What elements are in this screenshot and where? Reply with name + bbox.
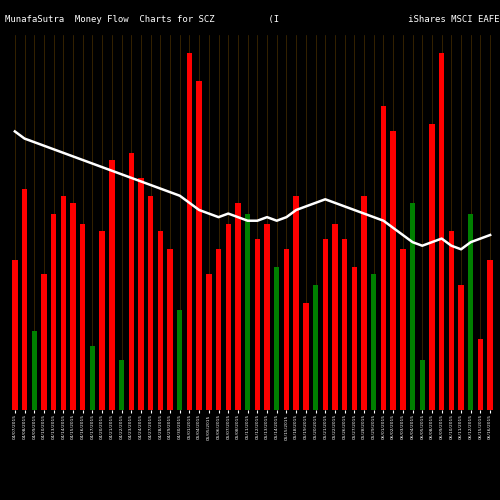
Bar <box>148 196 154 410</box>
Bar <box>70 203 76 410</box>
Bar <box>254 238 260 410</box>
Bar <box>138 178 143 410</box>
Bar <box>236 203 240 410</box>
Bar <box>100 232 105 410</box>
Bar <box>12 260 18 410</box>
Bar <box>439 53 444 410</box>
Bar <box>60 196 66 410</box>
Bar <box>226 224 231 410</box>
Bar <box>488 260 493 410</box>
Bar <box>303 303 308 410</box>
Bar <box>80 224 86 410</box>
Bar <box>371 274 376 410</box>
Bar <box>322 238 328 410</box>
Bar <box>109 160 114 410</box>
Bar <box>245 214 250 410</box>
Bar <box>400 250 406 410</box>
Bar <box>294 196 299 410</box>
Bar <box>448 232 454 410</box>
Bar <box>216 250 221 410</box>
Bar <box>420 360 425 410</box>
Bar <box>478 338 483 410</box>
Bar <box>390 132 396 410</box>
Bar <box>168 250 172 410</box>
Bar <box>196 82 202 410</box>
Bar <box>177 310 182 410</box>
Bar <box>468 214 473 410</box>
Bar <box>381 106 386 410</box>
Bar <box>264 224 270 410</box>
Bar <box>32 332 37 410</box>
Bar <box>458 285 464 410</box>
Bar <box>119 360 124 410</box>
Bar <box>51 214 57 410</box>
Bar <box>42 274 46 410</box>
Bar <box>362 196 366 410</box>
Bar <box>206 274 212 410</box>
Text: MunafaSutra  Money Flow  Charts for SCZ          (I                        iShar: MunafaSutra Money Flow Charts for SCZ (I… <box>5 15 500 24</box>
Bar <box>284 250 289 410</box>
Bar <box>128 153 134 410</box>
Bar <box>352 267 357 410</box>
Bar <box>274 267 280 410</box>
Bar <box>158 232 163 410</box>
Bar <box>430 124 434 410</box>
Bar <box>90 346 95 410</box>
Bar <box>410 203 415 410</box>
Bar <box>342 238 347 410</box>
Bar <box>332 224 338 410</box>
Bar <box>313 285 318 410</box>
Bar <box>187 53 192 410</box>
Bar <box>22 188 27 410</box>
